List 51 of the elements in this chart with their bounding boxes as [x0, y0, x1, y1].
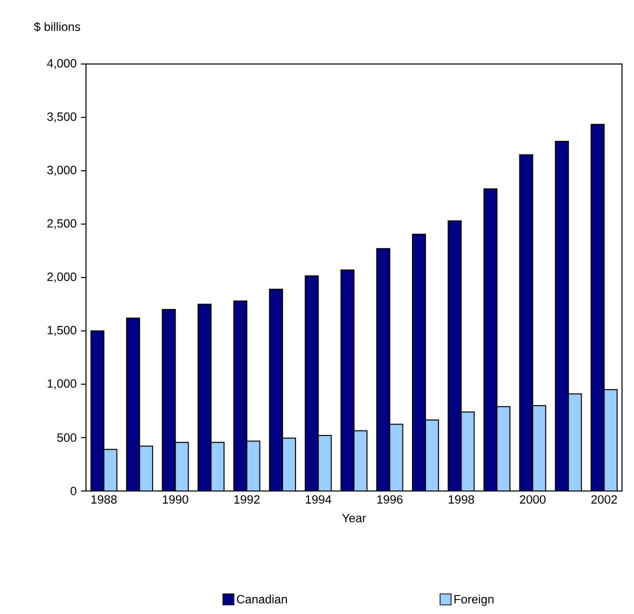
- y-tick-label: 4,000: [47, 59, 76, 69]
- bar: [318, 434, 332, 492]
- bar: [496, 406, 510, 492]
- y-tick-label: 3,500: [47, 112, 76, 122]
- bar: [412, 234, 426, 492]
- bar: [376, 248, 390, 492]
- bar: [126, 318, 140, 492]
- x-tick-label: 1994: [306, 495, 332, 504]
- bar: [460, 412, 475, 492]
- x-tick-label: 1992: [234, 495, 260, 504]
- bar: [532, 405, 546, 492]
- y-tick-label: 0: [70, 486, 76, 496]
- bar: [103, 448, 118, 492]
- y-tick-label: 500: [57, 433, 76, 442]
- bar: [554, 140, 569, 492]
- bar: [210, 442, 225, 492]
- bar: [568, 393, 582, 492]
- x-tick-label: 1998: [448, 495, 474, 504]
- y-tick-label: 2,000: [47, 272, 76, 282]
- y-tick-label: 2,500: [47, 219, 76, 230]
- y-axis-title: $ billions: [34, 22, 80, 32]
- bar: [483, 188, 498, 492]
- legend-label: Foreign: [454, 594, 494, 606]
- legend-label: Canadian: [236, 594, 287, 604]
- bar: [604, 389, 618, 492]
- y-tick-label: 1,500: [48, 326, 76, 336]
- bar: [590, 124, 605, 492]
- x-axis-title: Year: [342, 514, 366, 522]
- bar: [233, 300, 248, 492]
- bar: [519, 154, 534, 492]
- x-tick-label: 1988: [91, 495, 117, 504]
- bar: [448, 220, 462, 492]
- x-tick-label: 2002: [591, 495, 617, 504]
- bar: [424, 420, 439, 492]
- bar: [304, 275, 319, 492]
- x-tick-label: 2000: [520, 495, 546, 504]
- bar: [390, 424, 403, 492]
- bar: [246, 440, 260, 492]
- bar: [354, 430, 368, 492]
- bar: [90, 330, 104, 492]
- y-tick-label: 3,000: [47, 166, 76, 176]
- bar: [269, 288, 284, 492]
- y-tick-label: 1,000: [48, 379, 76, 390]
- bar: [282, 438, 296, 492]
- x-tick-label: 1990: [162, 495, 188, 504]
- bar: [174, 442, 189, 492]
- bar: [162, 309, 176, 492]
- bar: [198, 304, 212, 492]
- bar: [340, 270, 355, 492]
- bar: [139, 446, 154, 492]
- x-tick-label: 1996: [377, 495, 403, 504]
